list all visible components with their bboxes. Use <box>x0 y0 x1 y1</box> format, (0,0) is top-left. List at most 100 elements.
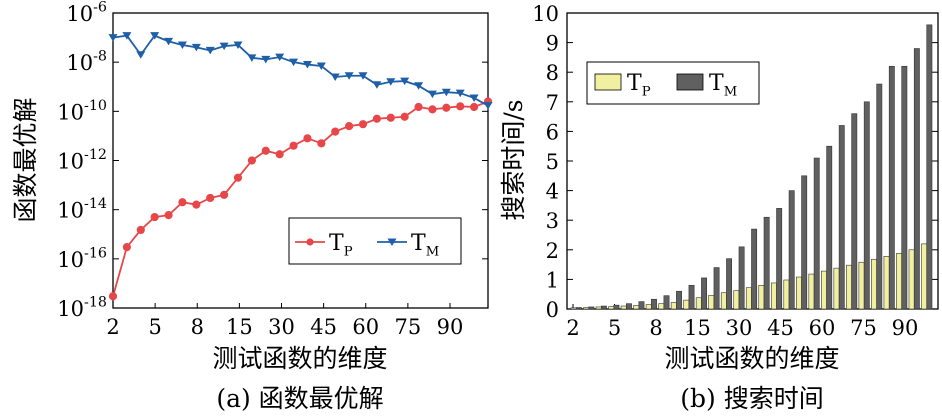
bar-TP <box>645 304 652 310</box>
bar-TP <box>758 285 765 310</box>
marker-TP <box>317 139 326 148</box>
y-tick-label-b: 0 <box>546 298 559 322</box>
bar-TP <box>620 305 627 310</box>
marker-TP <box>247 156 256 165</box>
marker-TM <box>400 77 410 86</box>
x-axis-label-a: 测试函数的维度 <box>212 344 387 373</box>
y-tick-label-b: 2 <box>546 239 559 263</box>
marker-TM <box>330 73 340 81</box>
bar-TM <box>838 125 845 310</box>
legend-a-marker <box>306 238 314 246</box>
marker-TP <box>136 225 145 235</box>
bar-TP <box>921 243 928 310</box>
bar-TP <box>583 307 590 310</box>
bar-TM <box>913 48 920 310</box>
marker-TP <box>303 134 312 143</box>
bar-TM <box>738 246 745 310</box>
marker-TM <box>483 102 493 110</box>
bar-TM <box>588 306 595 310</box>
marker-TP <box>442 103 451 112</box>
bar-TP <box>871 258 877 310</box>
bar-TP <box>633 305 640 310</box>
x-tick-label-a: 45 <box>310 315 337 339</box>
bar-TM <box>826 145 833 310</box>
x-axis-label-b: 测试函数的维度 <box>664 344 839 373</box>
bar-TM <box>688 285 695 310</box>
marker-TM <box>108 34 118 42</box>
x-tick-label-b: 5 <box>608 316 621 340</box>
marker-TP <box>108 292 118 301</box>
marker-TM <box>177 41 187 49</box>
marker-TP <box>428 105 437 114</box>
y-axis-label-b: 搜索时间/s <box>499 99 528 220</box>
x-tick-label-a: 5 <box>148 315 161 339</box>
bar-TP <box>608 306 615 310</box>
bar-TM <box>763 216 770 310</box>
bar-TM <box>876 83 883 310</box>
bar-TM <box>926 24 933 310</box>
marker-TM <box>261 55 271 64</box>
bar-TM <box>888 65 895 310</box>
marker-TP <box>400 112 409 121</box>
bar-TM <box>713 267 720 310</box>
bar-TP <box>883 256 890 310</box>
marker-TP <box>372 114 381 123</box>
marker-TM <box>414 82 424 90</box>
bar-TP <box>783 279 790 310</box>
x-tick-label-b: 30 <box>726 316 753 340</box>
legend-a-marker <box>387 238 397 246</box>
marker-TP <box>164 211 173 220</box>
bar-TM <box>901 65 908 310</box>
marker-TP <box>178 198 187 207</box>
bar-TP <box>770 282 777 310</box>
y-axis-label-a: 函数最优解 <box>11 97 40 222</box>
marker-TM <box>455 89 465 98</box>
marker-TM <box>219 42 229 51</box>
x-tick-label-b: 2 <box>566 316 579 340</box>
bar-TM <box>575 307 582 310</box>
series-line-TM <box>112 34 489 107</box>
marker-TM <box>469 94 479 102</box>
bar-TP <box>808 273 815 310</box>
bar-TM <box>788 190 795 310</box>
y-tick-label-a: 10-14 <box>57 196 107 222</box>
legend-a <box>288 217 462 265</box>
marker-TP <box>289 141 298 150</box>
marker-TM <box>316 62 326 70</box>
bar-TP <box>720 292 727 310</box>
legend-b-label: TM <box>709 71 737 100</box>
x-tick-label-b: 90 <box>892 316 919 340</box>
bar-TP <box>821 270 827 310</box>
marker-TP <box>150 212 159 222</box>
legend-b-swatch <box>676 73 704 91</box>
marker-TM <box>302 61 312 69</box>
marker-TM <box>289 58 299 67</box>
bar-TP <box>846 264 852 310</box>
legend-a-label: TP <box>329 231 353 260</box>
bar-TP <box>796 276 802 310</box>
y-tick-label-b: 9 <box>546 32 559 56</box>
marker-TM <box>358 72 368 80</box>
bar-TM <box>726 258 733 310</box>
marker-TM <box>205 46 215 55</box>
x-tick-label-a: 2 <box>106 315 119 339</box>
x-tick-label-b: 60 <box>809 316 836 340</box>
bar-TP <box>745 287 752 310</box>
x-tick-label-b: 75 <box>850 316 877 340</box>
marker-TP <box>233 173 243 182</box>
marker-TP <box>358 120 368 129</box>
marker-TM <box>441 88 451 97</box>
marker-TP <box>220 190 229 199</box>
marker-TP <box>261 146 270 155</box>
marker-TM <box>191 43 201 52</box>
bar-TM <box>613 304 620 310</box>
bar-TM <box>626 303 632 310</box>
marker-TP <box>414 102 423 112</box>
marker-TP <box>456 102 465 111</box>
bar-TM <box>651 298 657 310</box>
bar-TM <box>751 228 758 310</box>
bar-TP <box>670 302 677 310</box>
bar-TP <box>896 253 903 310</box>
